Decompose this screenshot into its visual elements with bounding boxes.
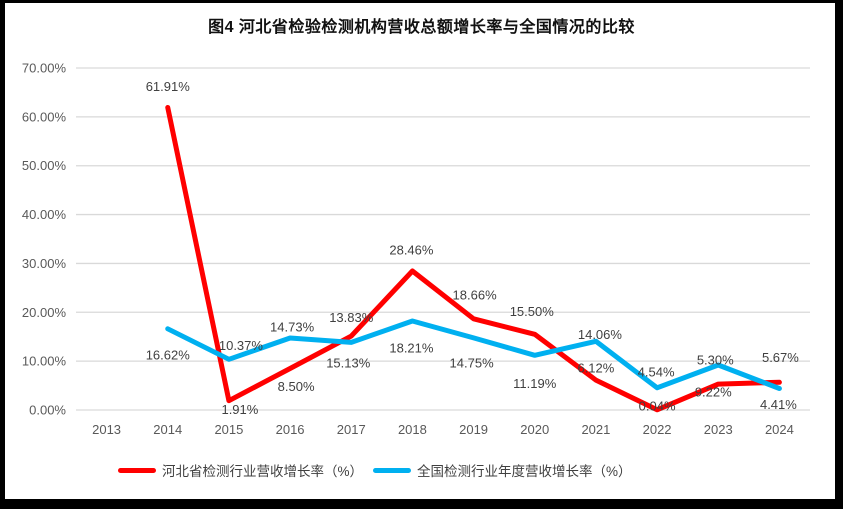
x-tick-label: 2017 [337,422,366,437]
data-label-series-1: 14.73% [270,320,315,335]
data-label-series-0: 18.66% [453,287,498,302]
data-label-series-1: 18.21% [389,341,434,356]
data-label-series-0: 5.30% [697,353,734,368]
page-border-bottom [0,499,843,509]
y-tick-label: 60.00% [22,109,67,124]
data-label-series-0: 15.50% [510,304,555,319]
x-tick-label: 2018 [398,422,427,437]
hebei-series-swatch-icon [118,467,156,473]
x-tick-label: 2019 [459,422,488,437]
data-label-series-1: 14.06% [578,327,623,342]
data-label-series-0: 28.46% [389,242,434,257]
page-border-right [835,0,843,509]
x-tick-label: 2020 [520,422,549,437]
data-label-series-1: 9.22% [695,384,732,399]
chart-title: 图4 河北省检验检测机构营收总额增长率与全国情况的比较 [208,19,635,36]
data-label-series-0: 6.12% [577,361,614,376]
data-label-series-1: 14.75% [450,355,495,370]
x-tick-label: 2022 [643,422,672,437]
x-tick-label: 2015 [214,422,243,437]
legend-label-hebei: 河北省检测行业营收增长率（%） [162,464,364,479]
x-tick-label: 2013 [92,422,121,437]
data-label-series-1: 11.19% [513,376,557,391]
y-tick-label: 50.00% [22,158,67,173]
series-line-0 [165,105,782,413]
data-label-series-0: 0.04% [639,398,676,413]
y-tick-label: 10.00% [22,354,67,369]
chart-legend: 河北省检测行业营收增长率（%） 全国检测行业年度营收增长率（%） [118,461,632,479]
x-tick-label: 2023 [704,422,733,437]
x-tick-label: 2021 [581,422,610,437]
data-label-series-0: 5.67% [762,350,799,365]
data-label-series-0: 15.13% [326,356,371,371]
data-label-series-0: 1.91% [221,402,258,417]
data-label-series-1: 10.37% [219,338,264,353]
data-label-series-1: 4.54% [638,364,675,379]
data-label-series-0: 8.50% [278,379,315,394]
series-line-1 [165,318,782,391]
data-label-series-1: 4.41% [760,397,797,412]
y-tick-label: 0.00% [29,403,66,418]
y-tick-label: 20.00% [22,305,67,320]
x-tick-label: 2024 [765,422,794,437]
legend-label-national: 全国检测行业年度营收增长率（%） [417,464,632,479]
data-label-series-1: 13.83% [329,310,374,325]
page-border-left [0,0,5,509]
page-border-top [0,0,843,3]
data-label-series-1: 16.62% [146,347,191,362]
legend-item-hebei: 河北省检测行业营收增长率（%） [118,460,363,480]
x-tick-label: 2014 [153,422,182,437]
y-tick-label: 70.00% [22,61,67,76]
legend-item-national: 全国检测行业年度营收增长率（%） [373,460,632,480]
national-series-swatch-icon [373,467,412,473]
data-label-series-0: 61.91% [146,79,191,94]
x-tick-label: 2016 [276,422,305,437]
y-tick-label: 30.00% [22,256,67,271]
y-tick-label: 40.00% [22,207,67,222]
